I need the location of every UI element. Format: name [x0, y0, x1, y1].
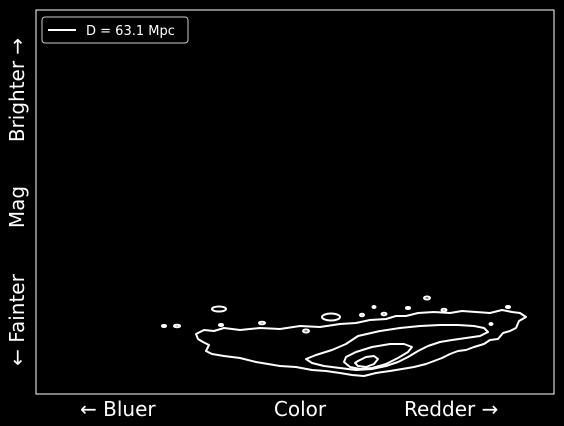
x-axis-label-center: Color: [274, 397, 327, 421]
contour-level-4: [354, 355, 379, 368]
contour-island: [380, 311, 388, 317]
contour-island: [423, 295, 431, 301]
contour-island: [302, 328, 310, 334]
contour-island: [440, 307, 448, 313]
contour-island: [505, 305, 511, 309]
plot-frame: [35, 9, 555, 395]
contour-level-3: [343, 343, 413, 370]
contour-level-1: [195, 309, 527, 377]
contour-island: [173, 323, 181, 329]
contour-island: [488, 322, 494, 326]
contour-island: [321, 312, 341, 322]
contour-group: [161, 295, 527, 377]
contour-island: [161, 324, 167, 328]
contour-island: [218, 323, 224, 327]
x-axis-label-left: ← Bluer: [80, 397, 156, 421]
contour-island: [371, 305, 377, 309]
contour-island: [211, 305, 227, 313]
contour-island: [258, 320, 266, 326]
legend-box: [41, 16, 189, 44]
contour-level-2: [305, 324, 489, 371]
y-axis-label-top: Brighter →: [5, 38, 29, 142]
contour-island: [359, 312, 365, 318]
y-axis-label-center: Mag: [5, 186, 29, 228]
legend-label: D = 63.1 Mpc: [86, 24, 175, 39]
legend: D = 63.1 Mpc: [41, 16, 189, 44]
y-axis-label-bottom: ← Fainter: [5, 273, 29, 365]
x-axis-label-right: Redder →: [404, 397, 498, 421]
contour-island: [405, 306, 411, 310]
